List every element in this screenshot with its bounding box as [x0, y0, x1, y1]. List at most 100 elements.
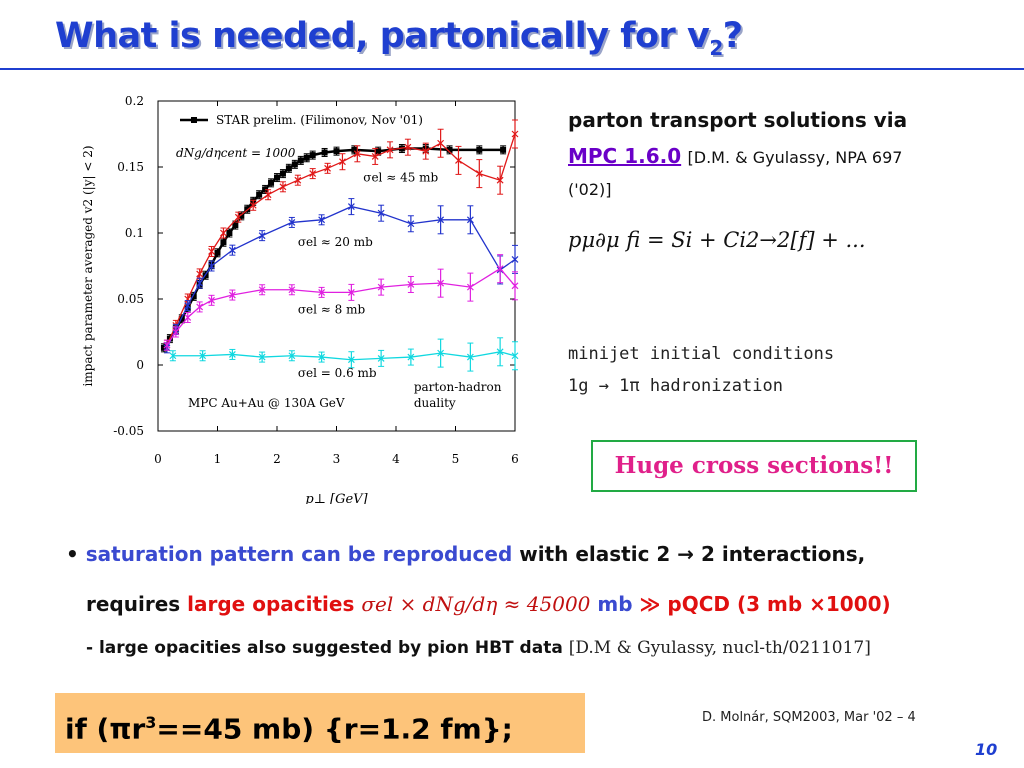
data-point [294, 176, 302, 184]
data-point [318, 353, 326, 361]
data-point [199, 352, 207, 360]
data-point [407, 353, 415, 361]
data-point [437, 139, 445, 147]
data-point [466, 283, 474, 291]
data-point [256, 191, 263, 198]
data-point [190, 293, 197, 300]
data-point [347, 288, 355, 296]
data-point [238, 212, 245, 219]
data-point [324, 164, 331, 172]
data-point [377, 283, 385, 291]
data-point [404, 143, 412, 151]
data-point [220, 229, 227, 237]
x-tick-label: 2 [273, 452, 281, 466]
data-point [288, 286, 296, 294]
data-point [377, 209, 385, 217]
series-line-2 [166, 205, 516, 349]
data-point [496, 265, 504, 273]
bullet-dot: • [66, 542, 79, 566]
data-point [475, 170, 483, 178]
data-point [511, 130, 519, 138]
slide-title: What is needed, partonically for v2? [55, 16, 743, 60]
bullet-saturation: • saturation pattern can be reproduced w… [66, 542, 865, 566]
hadronization-rule: 1g → 1π hadronization [568, 376, 783, 396]
data-point [184, 302, 192, 310]
data-point [455, 156, 462, 164]
data-point [437, 279, 445, 287]
transport-equation: pμ∂μ fi = Si + Ci2→2[f] + ... [568, 228, 866, 252]
data-point [274, 174, 280, 181]
data-point [375, 148, 382, 155]
y-tick-label: 0.2 [125, 94, 144, 108]
series-label: σel ≈ 8 mb [298, 303, 366, 317]
data-point [228, 291, 236, 299]
data-point [297, 157, 304, 164]
legend-entry: STAR prelim. (Filimonov, Nov '01) [216, 113, 423, 127]
data-point [511, 282, 519, 290]
series-label: σel ≈ 45 mb [363, 171, 438, 185]
data-point [476, 146, 483, 153]
radius-formula-box: if (πr3==45 mb) {r=1.2 fm}; [55, 693, 585, 753]
data-point [422, 147, 430, 155]
x-axis-label: p⊥ [GeV] [305, 492, 368, 504]
dn-annotation: dNg/dηcent = 1000 [176, 146, 296, 160]
data-point [386, 146, 394, 154]
bullet-hbt: - large opacities also suggested by pion… [86, 638, 871, 658]
data-point [288, 352, 296, 360]
data-point [500, 146, 507, 153]
mpc-reference-line: MPC 1.6.0 [D.M. & Gyulassy, NPA 697 [568, 144, 902, 168]
data-point [309, 152, 316, 159]
mb-unit: mb [597, 592, 633, 616]
y-tick-label: -0.05 [113, 424, 144, 438]
data-point [220, 239, 227, 246]
data-point [172, 328, 180, 336]
duality-annotation: duality [414, 396, 456, 410]
bullet-opacities: requires large opacities σel × dNg/dη ≈ … [86, 592, 891, 616]
data-point [353, 150, 361, 158]
elastic-phrase: with elastic 2 → 2 interactions, [519, 542, 866, 566]
data-point [318, 288, 326, 296]
pqcd-comparison: pQCD (3 mb ×1000) [667, 592, 891, 616]
title-divider [0, 68, 1024, 70]
data-point [303, 154, 310, 161]
data-point [279, 170, 286, 177]
transport-heading: parton transport solutions via [568, 108, 908, 132]
data-point [371, 153, 379, 160]
data-point [339, 158, 346, 166]
hbt-text: - large opacities also suggested by pion… [86, 638, 563, 658]
minijet-conditions: minijet initial conditions [568, 344, 835, 364]
y-tick-label: 0.15 [117, 160, 144, 174]
data-point [258, 353, 266, 361]
mpc-citation: [D.M. & Gyulassy, NPA 697 [687, 148, 903, 167]
data-point [169, 352, 177, 360]
x-tick-label: 1 [214, 452, 222, 466]
x-tick-label: 0 [154, 452, 162, 466]
huge-cross-sections-label: Huge cross sections!! [591, 440, 917, 492]
footer-credit: D. Molnár, SQM2003, Mar '02 – 4 [702, 710, 916, 725]
data-point [347, 203, 355, 211]
data-point [291, 161, 298, 168]
data-point [437, 216, 445, 224]
v2-chart: 0 1 2 3 4 5 6 -0.05 0 0.05 0.1 0.15 0.2 p⊥ [GeV] impac… [81, 94, 519, 504]
y-tick-label: 0 [136, 358, 144, 372]
data-point [333, 148, 340, 155]
data-point [285, 165, 292, 172]
large-opacities-phrase: large opacities [187, 592, 355, 616]
series-label: σel ≈ 20 mb [298, 235, 373, 249]
data-point [184, 314, 192, 321]
data-point [437, 349, 445, 357]
data-point [279, 183, 287, 191]
series-line-4 [172, 351, 516, 361]
y-tick-label: 0.1 [125, 226, 144, 240]
data-point [466, 353, 474, 361]
x-tick-label: 3 [333, 452, 341, 466]
data-point [496, 348, 504, 356]
x-tick-label: 6 [511, 452, 519, 466]
duality-annotation: parton-hadron [414, 380, 502, 394]
data-point [407, 281, 415, 288]
data-point [264, 191, 272, 199]
data-point [318, 216, 326, 224]
page-number: 10 [975, 740, 998, 759]
hbt-reference: [D.M & Gyulassy, nucl-th/0211017] [568, 638, 871, 658]
mpc-link[interactable]: MPC 1.6.0 [568, 144, 682, 168]
